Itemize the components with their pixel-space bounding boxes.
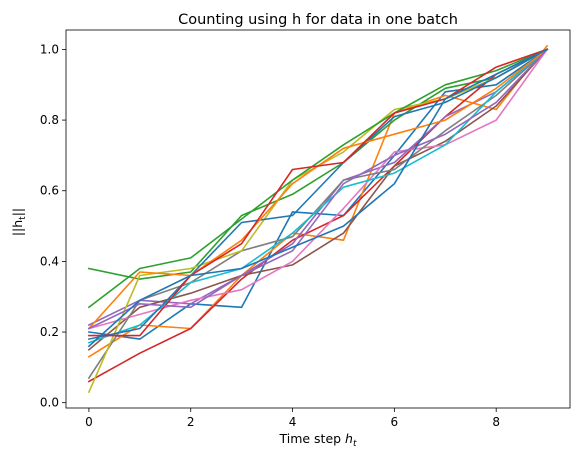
x-tick-label-4: 8 bbox=[492, 415, 500, 429]
series-line-8 bbox=[87, 48, 549, 380]
series-line-4 bbox=[87, 48, 549, 383]
y-tick-label-5: 1.0 bbox=[40, 42, 59, 56]
x-tick-label-1: 2 bbox=[187, 415, 195, 429]
series-line-15 bbox=[87, 48, 549, 330]
chart-title: Counting using h for data in one batch bbox=[178, 12, 458, 28]
series-layer bbox=[87, 44, 549, 394]
series-line-14 bbox=[88, 48, 549, 337]
plot-frame bbox=[65, 29, 571, 409]
series-line-6 bbox=[87, 48, 549, 351]
x-axis: 0 2 4 6 8 bbox=[85, 408, 500, 429]
x-axis-label: Time step ht bbox=[278, 431, 357, 449]
series-line-3 bbox=[87, 48, 549, 280]
series-line-16 bbox=[87, 48, 549, 348]
y-tick-label-0: 0.0 bbox=[40, 396, 59, 410]
y-tick-label-4: 0.8 bbox=[40, 113, 59, 127]
series-line-5 bbox=[87, 48, 549, 327]
x-tick-label-3: 6 bbox=[391, 415, 399, 429]
x-tick-label-2: 4 bbox=[289, 415, 297, 429]
y-tick-label-1: 0.2 bbox=[40, 325, 59, 339]
y-tick-label-3: 0.6 bbox=[40, 184, 59, 198]
series-line-10 bbox=[87, 48, 549, 344]
x-tick-label-0: 0 bbox=[85, 415, 93, 429]
series-line-11 bbox=[87, 48, 549, 341]
series-line-7 bbox=[87, 48, 549, 330]
series-line-1 bbox=[87, 48, 549, 340]
series-line-13 bbox=[87, 48, 549, 309]
y-tick-label-2: 0.4 bbox=[40, 254, 59, 268]
y-axis-label: ||ht|| bbox=[10, 208, 28, 236]
y-axis: 0.0 0.2 0.4 0.6 0.8 1.0 bbox=[40, 42, 66, 410]
